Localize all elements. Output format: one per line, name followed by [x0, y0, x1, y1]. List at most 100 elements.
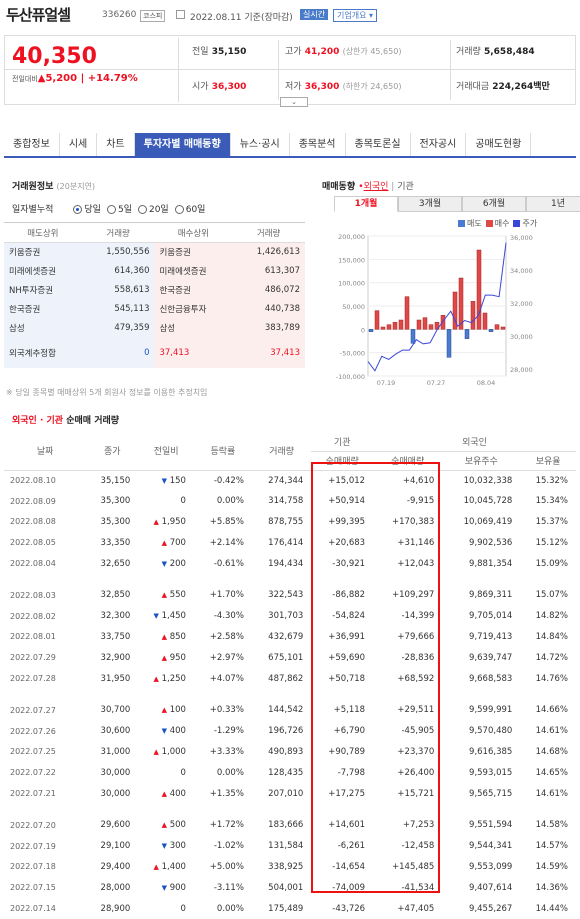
expand-chevron-icon[interactable]: ⌄: [280, 97, 308, 107]
period-tab-0[interactable]: 1개월: [334, 196, 398, 212]
arrow-icon: ▲: [161, 789, 167, 798]
radio-60d[interactable]: 60일: [174, 202, 205, 215]
cell-foreign: +26,400: [397, 767, 435, 778]
col-inst: 기관: [311, 432, 374, 452]
period-tab-1[interactable]: 3개월: [398, 196, 462, 212]
cell-volume: 131,584: [268, 841, 304, 852]
cell-volume: 194,434: [268, 558, 304, 569]
table-row: 2022.08.09 35,300 0 0.00% 314,758 +50,91…: [4, 491, 576, 512]
arrow-icon: ▲: [161, 821, 167, 830]
cell-close: 29,600: [100, 820, 131, 831]
radio-today[interactable]: 당일: [73, 202, 101, 215]
cell-foreign: +23,370: [397, 746, 435, 757]
broker-cell: 614,360: [81, 261, 155, 281]
broker-cell: 1,426,613: [232, 242, 305, 262]
table-row: 2022.07.29 32,900 ▲ 950 +2.97% 675,101 +…: [4, 647, 576, 668]
change-rate: +14.79%: [87, 73, 138, 84]
cell-diff: 0: [180, 496, 186, 507]
radio-5d[interactable]: 5일: [106, 202, 132, 215]
col-sub: 보유율: [520, 451, 576, 471]
broker-row: 미래에셋증권 614,360 미래에셋증권 613,307: [4, 261, 305, 281]
arrow-icon: ▲: [161, 653, 167, 662]
broker-cell: NH투자증권: [4, 280, 82, 300]
cell-holdings: 9,719,413: [469, 631, 513, 642]
cell-date: 2022.08.08: [10, 517, 56, 527]
cell-volume: 196,726: [268, 726, 304, 737]
market-badge: 코스피: [140, 10, 166, 22]
arrow-icon: ▼: [153, 612, 159, 621]
bar: [440, 315, 446, 330]
cell-diff: ▲ 1,250: [153, 673, 186, 684]
tab-0[interactable]: 종합정보: [4, 133, 60, 156]
bar: [446, 329, 452, 358]
cell-diff: ▼ 400: [161, 726, 186, 737]
broker-cell: 삼성: [4, 318, 82, 338]
cell-ratio: 14.72%: [535, 652, 568, 663]
tab-1[interactable]: 시세: [60, 133, 98, 156]
tab-7[interactable]: 전자공시: [411, 133, 467, 156]
broker-cell: 한국증권: [4, 299, 82, 319]
bar: [482, 312, 488, 330]
corp-overview-button[interactable]: 기업개요 ▾: [333, 9, 377, 22]
bar: [488, 329, 494, 332]
x-tick-label: 07.27: [427, 379, 446, 387]
tab-3[interactable]: 투자자별 매매동향: [134, 133, 231, 156]
cell-holdings: 9,881,354: [469, 558, 513, 569]
price-line: [367, 242, 507, 372]
cell-inst: +15,012: [328, 475, 366, 486]
cell-foreign: +68,592: [397, 673, 435, 684]
cell-ratio: 14.57%: [535, 841, 568, 852]
tab-6[interactable]: 종목토론실: [346, 133, 411, 156]
y2-tick-label: 30,000: [510, 333, 533, 341]
col-sub: 순매매량: [311, 451, 374, 471]
broker-row: 키움증권 1,550,556 키움증권 1,426,613: [4, 242, 305, 262]
cell-date: 2022.07.21: [10, 789, 56, 799]
cell-holdings: 9,599,991: [469, 705, 513, 716]
radio-20d[interactable]: 20일: [137, 202, 169, 215]
cell-volume: 314,758: [268, 496, 304, 507]
cell-diff: ▼ 1,450: [153, 611, 186, 622]
realtime-button[interactable]: 실시간: [300, 9, 329, 20]
y2-tick-label: 34,000: [510, 267, 533, 275]
bar: [404, 296, 410, 330]
arrow-icon: ▼: [161, 842, 167, 851]
broker-note: ※ 당일 종목별 매매상위 5개 회원사 정보를 이용한 추정치임: [6, 388, 208, 397]
bar: [410, 329, 416, 344]
cell-ratio: 14.76%: [535, 673, 568, 684]
arrow-icon: ▼: [161, 476, 167, 485]
broker-cell: 삼성: [154, 318, 233, 338]
cell-diff: 0: [180, 903, 186, 914]
period-tab-2[interactable]: 6개월: [462, 196, 526, 212]
cell-ratio: 14.61%: [535, 788, 568, 799]
stat-open: 시가 36,300: [192, 82, 247, 92]
cell-rate: -4.30%: [213, 611, 244, 622]
period-tab-3[interactable]: 1년: [526, 196, 580, 212]
broker-header: 매수상위: [154, 222, 233, 243]
cell-ratio: 15.09%: [535, 558, 568, 569]
cell-diff: ▲ 1,000: [153, 746, 186, 757]
cell-close: 31,950: [100, 673, 131, 684]
cell-ratio: 14.68%: [535, 746, 568, 757]
x-tick-label: 08.04: [477, 379, 496, 387]
cell-rate: +5.00%: [209, 861, 244, 872]
arrow-icon: ▼: [161, 559, 167, 568]
stat-high: 고가 41,200 (상한가 45,650): [285, 47, 402, 57]
cell-volume: 175,489: [268, 903, 304, 914]
tab-2[interactable]: 차트: [97, 133, 135, 156]
radio-label: 일자별누적: [12, 205, 54, 215]
tab-8[interactable]: 공매도현황: [466, 133, 532, 156]
cell-holdings: 9,705,014: [469, 611, 513, 622]
bar: [458, 277, 464, 330]
broker-cell: 613,307: [232, 261, 305, 281]
tab-4[interactable]: 뉴스·공시: [231, 133, 290, 156]
tab-5[interactable]: 종목분석: [290, 133, 346, 156]
cell-foreign: -14,399: [401, 611, 435, 622]
y-tick-label: -50,000: [340, 350, 365, 358]
cell-ratio: 14.59%: [535, 861, 568, 872]
broker-header: 거래량: [232, 222, 305, 243]
cell-volume: 183,666: [268, 820, 304, 831]
broker-cell: 479,359: [81, 318, 155, 338]
y2-tick-label: 28,000: [510, 366, 533, 374]
cell-foreign: +4,610: [402, 475, 435, 486]
table-row: 2022.07.14 28,900 0 0.00% 175,489 -43,72…: [4, 898, 576, 919]
